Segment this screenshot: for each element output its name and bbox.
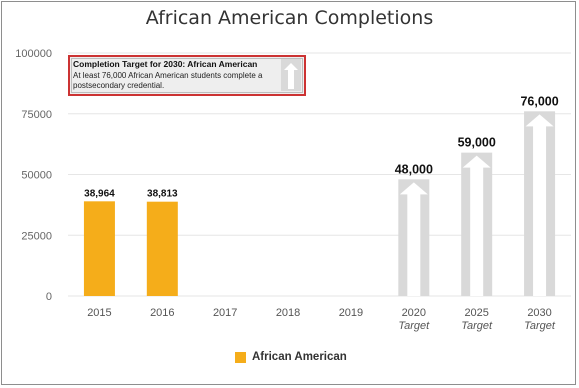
x-tick-sublabel: Target (461, 320, 493, 332)
x-tick-sublabel: Target (524, 320, 556, 332)
data-label: 38,964 (84, 188, 115, 199)
callout-text: At least 76,000 African American student… (73, 71, 263, 90)
x-tick-label: 2019 (339, 307, 363, 319)
x-tick-label: 2016 (150, 307, 174, 319)
data-label: 59,000 (458, 136, 496, 150)
legend[interactable]: African American (235, 350, 347, 364)
x-axis: 2015 2016 2017 2018 2019 2020Target2025Target… (87, 307, 556, 332)
target-arrow (462, 155, 491, 296)
x-tick-label: 2030 (527, 307, 551, 319)
chart-title: African American Completions (145, 7, 434, 29)
x-tick-label: 2025 (464, 307, 488, 319)
target-arrow (399, 182, 428, 296)
data-label: 48,000 (395, 162, 433, 176)
callout-title: Completion Target for 2030: African Amer… (73, 59, 258, 69)
data-label: 76,000 (520, 94, 558, 108)
legend-label: African American (252, 351, 347, 363)
data-label: 38,813 (147, 189, 178, 200)
target-callout-box: Completion Target for 2030: African Amer… (68, 55, 306, 96)
target-arrow (525, 114, 554, 296)
y-tick-label: 100000 (15, 48, 52, 60)
y-tick-label: 0 (46, 291, 52, 303)
y-tick-label: 25000 (21, 230, 52, 242)
y-axis: 0 25000 50000 75000 100000 (15, 48, 52, 303)
y-tick-label: 50000 (21, 170, 52, 182)
x-tick-label: 2018 (276, 307, 300, 319)
x-tick-sublabel: Target (398, 320, 430, 332)
callout-inner-border (71, 58, 303, 93)
y-tick-label: 75000 (21, 109, 52, 121)
x-tick-label: 2017 (213, 307, 237, 319)
bars: 38,964 38,813 48,000 59,000 76,000 (83, 94, 559, 296)
bar (83, 201, 115, 296)
bar (146, 201, 178, 296)
legend-swatch (235, 351, 246, 363)
x-tick-label: 2015 (87, 307, 111, 319)
callout-arrow-icon (281, 59, 301, 91)
x-tick-label: 2020 (402, 307, 426, 319)
